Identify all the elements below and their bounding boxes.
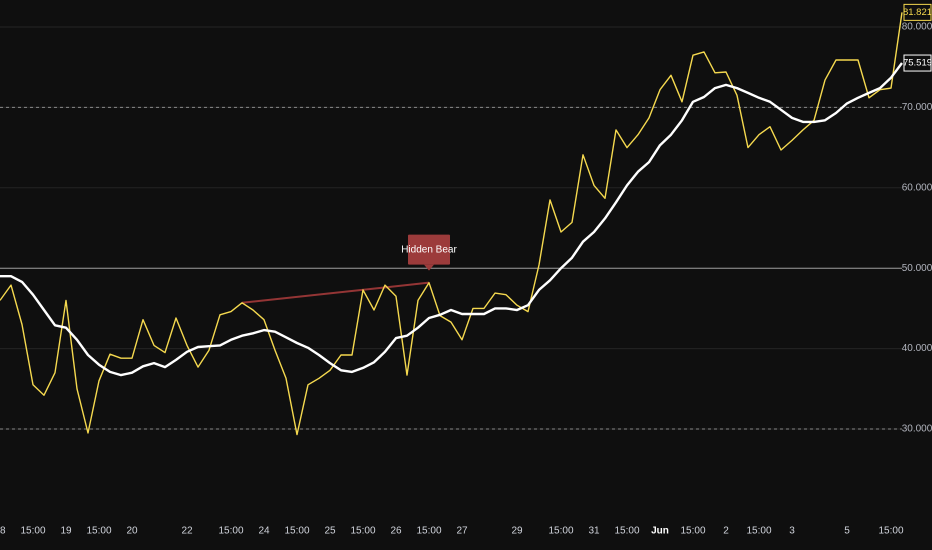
x-tick-label: 24 — [258, 526, 270, 537]
label-text: Hidden Bear — [401, 244, 457, 255]
y-tick-label: 30.000 — [902, 424, 932, 435]
x-tick-label: 15:00 — [548, 526, 573, 537]
x-tick-label: 5 — [844, 526, 850, 537]
x-tick-label: 19 — [60, 526, 72, 537]
divergence-label: Hidden Bear — [401, 234, 457, 271]
x-tick-label: 29 — [511, 526, 523, 537]
x-tick-label: 15:00 — [680, 526, 705, 537]
x-tick-label: 22 — [181, 526, 193, 537]
x-tick-label: 15:00 — [218, 526, 243, 537]
series-line — [0, 12, 903, 436]
y-tick-label: 70.000 — [902, 102, 932, 113]
x-tick-label: 15:00 — [86, 526, 111, 537]
y-tick-label: 80.000 — [902, 22, 932, 33]
y-tick-label: 40.000 — [902, 343, 932, 354]
x-tick-label: 18 — [0, 526, 6, 537]
last-value-label: 81.821 — [903, 7, 932, 18]
x-tick-label: 2 — [723, 526, 729, 537]
x-tick-label: 15:00 — [614, 526, 639, 537]
x-tick-label: 15:00 — [350, 526, 375, 537]
x-tick-label: 15:00 — [20, 526, 45, 537]
label-box — [408, 234, 450, 265]
y-tick-label: 50.000 — [902, 263, 932, 274]
x-tick-label: 15:00 — [746, 526, 771, 537]
x-tick-label: 31 — [588, 526, 600, 537]
x-tick-label: 15:00 — [878, 526, 903, 537]
divergence-line — [241, 281, 430, 304]
last-value-box — [903, 54, 932, 72]
last-value-label: 75.519 — [903, 58, 932, 69]
x-tick-label: 3 — [789, 526, 795, 537]
x-tick-label: 15:00 — [416, 526, 441, 537]
x-tick-label: 15:00 — [284, 526, 309, 537]
last-value-box — [903, 3, 932, 21]
label-pointer — [424, 264, 434, 271]
x-tick-label: 27 — [456, 526, 468, 537]
x-tick-label: 25 — [324, 526, 336, 537]
y-tick-label: 60.000 — [902, 182, 932, 193]
series-line — [0, 62, 903, 377]
x-tick-label: Jun — [651, 526, 669, 537]
x-tick-label: 20 — [126, 526, 138, 537]
x-tick-label: 26 — [390, 526, 402, 537]
